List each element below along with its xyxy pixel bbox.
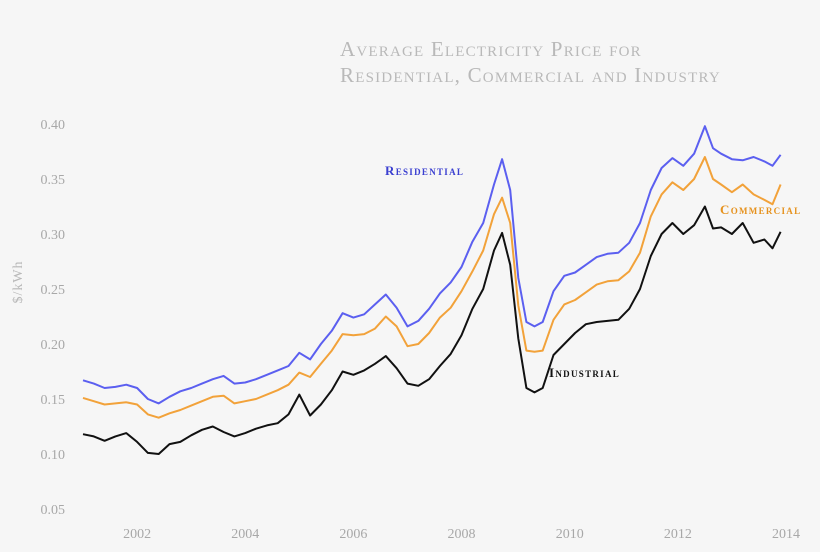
chart-title-line-1: Average Electricity Price for (340, 37, 642, 61)
series-label-industrial: Industrial (549, 365, 620, 380)
series-label-commercial: Commercial (720, 202, 801, 217)
y-tick-label: 0.35 (41, 173, 66, 188)
x-tick-label: 2012 (664, 527, 692, 542)
y-tick-label: 0.05 (41, 503, 66, 518)
series-lines (82, 125, 782, 455)
y-tick-label: 0.25 (41, 283, 66, 298)
x-axis-ticks: 2002 2004 2006 2008 2010 2012 2014 (123, 527, 800, 542)
y-axis-ticks: 0.05 0.10 0.15 0.20 0.25 0.30 0.35 0.40 (41, 118, 66, 518)
y-tick-label: 0.20 (41, 338, 66, 353)
y-tick-label: 0.30 (41, 228, 66, 243)
series-line-industrial (82, 205, 782, 455)
chart-title: Average Electricity Price for Residentia… (340, 37, 721, 87)
x-tick-label: 2014 (772, 527, 800, 542)
x-tick-label: 2010 (556, 527, 584, 542)
x-tick-label: 2006 (339, 527, 367, 542)
x-tick-label: 2004 (231, 527, 259, 542)
series-label-residential: Residential (385, 163, 464, 178)
y-axis-label: $/kWh (11, 260, 26, 303)
y-tick-label: 0.15 (41, 393, 66, 408)
x-tick-label: 2002 (123, 527, 151, 542)
series-line-residential (82, 125, 782, 405)
y-tick-label: 0.10 (41, 448, 66, 463)
x-tick-label: 2008 (448, 527, 476, 542)
y-tick-label: 0.40 (41, 118, 66, 133)
series-line-commercial (82, 156, 782, 419)
series-labels: Residential Commercial Industrial (385, 163, 801, 380)
chart-title-line-2: Residential, Commercial and Industry (340, 63, 721, 87)
